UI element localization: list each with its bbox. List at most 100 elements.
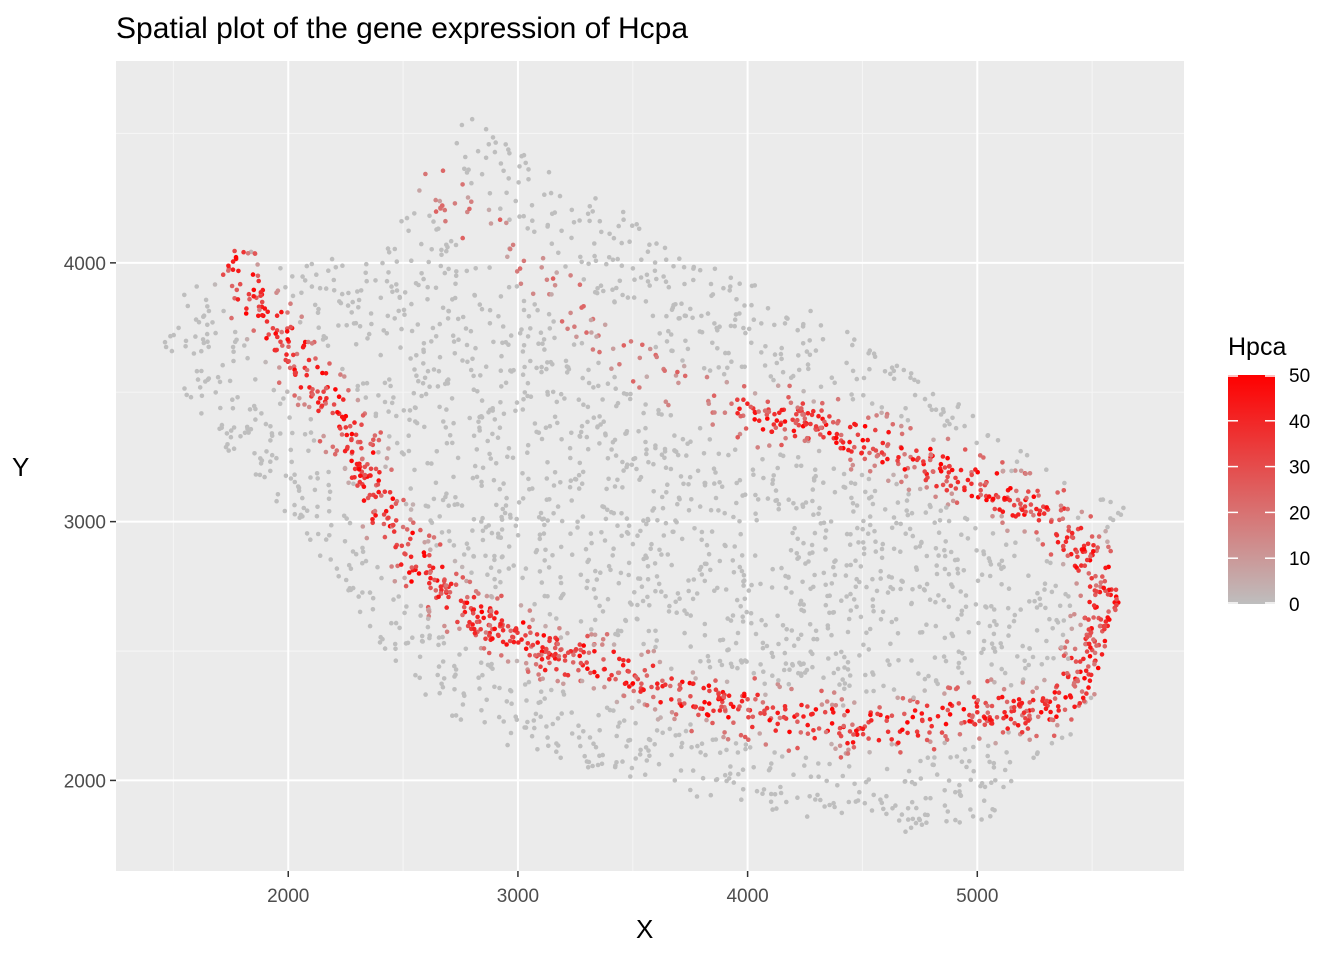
data-point <box>510 634 515 640</box>
data-point <box>441 578 447 584</box>
data-point <box>722 730 727 735</box>
data-point <box>358 288 364 293</box>
data-point <box>471 373 476 379</box>
data-point <box>715 346 720 351</box>
data-point <box>613 453 619 458</box>
data-point <box>359 446 364 451</box>
data-point <box>959 612 964 617</box>
data-point <box>500 628 506 633</box>
data-point <box>1034 530 1039 535</box>
data-point <box>545 655 551 660</box>
data-point <box>938 469 944 474</box>
data-point <box>796 367 802 373</box>
data-point <box>769 585 775 590</box>
data-point <box>492 684 497 690</box>
data-point <box>682 313 688 319</box>
x-tick-label: 4000 <box>726 886 768 907</box>
data-point <box>990 514 995 519</box>
data-point <box>844 360 849 366</box>
data-point <box>854 503 860 508</box>
data-point <box>440 168 446 173</box>
data-point <box>741 583 746 588</box>
data-point <box>744 659 749 664</box>
data-point <box>607 707 613 713</box>
data-point <box>287 415 292 420</box>
data-point <box>832 572 838 578</box>
data-point <box>315 531 321 537</box>
data-point <box>343 577 349 583</box>
data-point <box>496 314 501 319</box>
data-point <box>863 489 868 495</box>
data-point <box>340 263 345 269</box>
data-point <box>1000 460 1005 465</box>
data-point <box>1044 638 1049 644</box>
data-point <box>1106 544 1111 550</box>
data-point <box>1035 714 1041 720</box>
data-point <box>1007 624 1012 629</box>
data-point <box>933 407 939 413</box>
data-point <box>963 604 969 610</box>
data-point <box>839 598 844 603</box>
data-point <box>758 711 763 716</box>
data-point <box>717 558 723 564</box>
data-point <box>704 542 710 548</box>
data-point <box>662 455 667 461</box>
data-point <box>873 549 879 554</box>
data-point <box>813 348 819 353</box>
data-point <box>974 548 979 553</box>
data-point <box>762 408 768 414</box>
data-point <box>450 713 455 718</box>
data-point <box>241 249 246 255</box>
data-point <box>540 255 546 261</box>
data-point <box>1042 587 1047 592</box>
data-point <box>342 539 348 544</box>
data-point <box>558 580 564 586</box>
data-point <box>538 699 543 705</box>
data-point <box>721 371 727 377</box>
data-point <box>1044 467 1049 473</box>
data-point <box>1102 638 1108 644</box>
data-point <box>861 551 867 557</box>
data-point <box>1023 666 1028 671</box>
data-point <box>910 457 916 462</box>
data-point <box>759 321 764 326</box>
data-point <box>593 744 599 750</box>
data-point <box>536 341 541 347</box>
data-point <box>268 459 273 465</box>
data-point <box>517 214 522 219</box>
data-point <box>807 794 812 799</box>
data-point <box>434 543 439 548</box>
data-point <box>263 421 269 427</box>
data-point <box>1087 584 1093 589</box>
data-point <box>569 430 574 436</box>
data-point <box>452 351 458 356</box>
data-point <box>735 630 741 636</box>
data-point <box>602 322 608 328</box>
data-point <box>979 572 985 577</box>
data-point <box>302 432 308 437</box>
data-point <box>982 722 988 728</box>
data-point <box>678 474 684 479</box>
data-point <box>740 614 745 619</box>
data-point <box>545 518 550 523</box>
data-point <box>916 671 921 676</box>
data-point <box>707 437 713 442</box>
data-point <box>433 285 439 291</box>
data-point <box>607 231 612 237</box>
data-point <box>501 411 507 417</box>
data-point <box>408 507 414 512</box>
data-point <box>501 719 507 724</box>
data-point <box>669 710 675 715</box>
data-point <box>711 466 717 472</box>
data-point <box>343 425 349 430</box>
data-point <box>1001 715 1006 721</box>
data-point <box>604 632 610 637</box>
data-point <box>932 520 937 525</box>
data-point <box>442 207 448 213</box>
data-point <box>834 431 840 437</box>
data-point <box>788 400 794 406</box>
data-point <box>1066 594 1071 599</box>
data-point <box>453 713 459 718</box>
data-point <box>1082 563 1088 568</box>
data-point <box>372 433 378 438</box>
